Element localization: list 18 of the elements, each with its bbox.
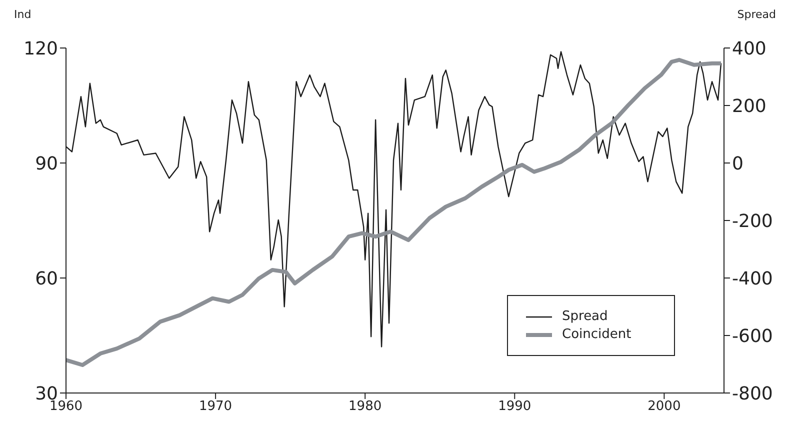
- y2-tick-label: -600: [732, 326, 773, 347]
- y-tick-label: 120: [24, 38, 58, 60]
- x-tick-label: 1980: [348, 399, 382, 414]
- y2-tick-label: 400: [732, 38, 766, 60]
- y2-axis-title: Spread: [737, 8, 776, 21]
- y-tick-label: 60: [35, 268, 58, 290]
- y2-tick-label: 200: [732, 96, 766, 117]
- x-tick-label: 1990: [498, 399, 532, 414]
- x-tick-label: 1970: [199, 399, 232, 414]
- y2-tick-label: 0: [732, 153, 744, 174]
- y2-tick-label: -200: [732, 210, 773, 232]
- y-tick-label: 90: [35, 153, 58, 174]
- y2-tick-label: -400: [732, 268, 773, 290]
- y-axis-title: Ind: [14, 8, 32, 21]
- x-tick-label: 2000: [648, 399, 681, 414]
- legend-label: Coincident: [562, 327, 632, 342]
- y2-tick-label: -800: [732, 383, 773, 404]
- legend-label: Spread: [562, 309, 608, 324]
